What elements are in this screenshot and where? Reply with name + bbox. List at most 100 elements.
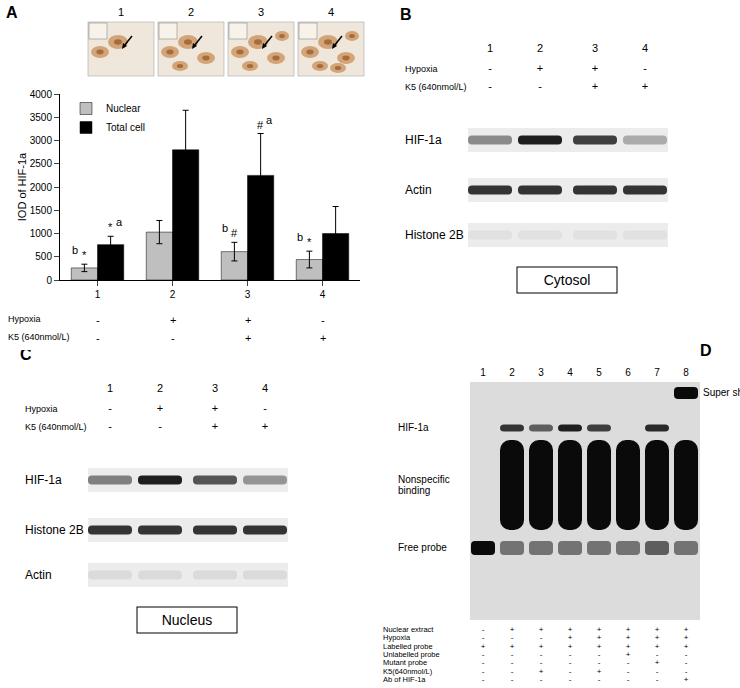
svg-text:Cytosol: Cytosol [544,272,591,288]
svg-text:Nucleus: Nucleus [162,612,213,628]
svg-text:4: 4 [262,382,268,394]
svg-text:-: - [627,675,630,684]
svg-text:+: + [320,332,326,344]
svg-text:HIF-1a: HIF-1a [25,473,62,487]
svg-text:Super shift: Super shift [703,387,740,398]
svg-text:4: 4 [642,42,648,54]
svg-text:1: 1 [487,42,493,54]
svg-text:3: 3 [538,367,544,378]
svg-text:0: 0 [46,275,52,286]
svg-text:2: 2 [188,6,194,18]
svg-text:1000: 1000 [30,228,53,239]
svg-text:#: # [257,119,264,131]
svg-text:3000: 3000 [30,135,53,146]
svg-text:b: b [222,222,228,234]
svg-text:+: + [212,420,218,432]
svg-text:-: - [488,80,492,92]
svg-text:3: 3 [245,289,251,300]
svg-text:2: 2 [170,289,176,300]
svg-text:2500: 2500 [30,158,53,169]
svg-text:1500: 1500 [30,205,53,216]
svg-text:C: C [20,346,32,363]
svg-text:K5 (640nmol/L): K5 (640nmol/L) [405,82,467,92]
svg-text:+: + [642,80,648,92]
svg-text:-: - [488,62,492,74]
svg-text:-: - [656,675,659,684]
svg-text:Actin: Actin [405,183,432,197]
svg-text:binding: binding [398,485,430,496]
svg-text:+: + [684,675,689,684]
svg-text:4: 4 [320,289,326,300]
svg-text:-: - [108,402,112,414]
svg-text:b: b [297,231,303,243]
svg-text:2: 2 [157,382,163,394]
svg-text:K5 (640nmol/L): K5 (640nmol/L) [8,332,70,342]
svg-text:-: - [511,675,514,684]
svg-text:-: - [171,332,175,344]
svg-text:-: - [108,420,112,432]
svg-text:-: - [598,675,601,684]
svg-text:b: b [72,244,78,256]
svg-text:500: 500 [35,251,52,262]
svg-text:*: * [82,249,87,261]
svg-text:7: 7 [654,367,660,378]
svg-text:4000: 4000 [30,89,53,100]
svg-text:2000: 2000 [30,182,53,193]
svg-text:-: - [538,80,542,92]
svg-text:+: + [245,314,251,326]
svg-text:-: - [321,314,325,326]
svg-text:2: 2 [509,367,515,378]
svg-text:Actin: Actin [25,568,52,582]
svg-text:Ab of HIF-1a: Ab of HIF-1a [383,675,426,684]
svg-text:B: B [400,6,412,23]
svg-text:+: + [262,420,268,432]
svg-text:4: 4 [328,6,334,18]
svg-text:Nuclear: Nuclear [106,103,141,114]
svg-text:2: 2 [537,42,543,54]
svg-text:+: + [157,402,163,414]
svg-text:-: - [96,332,100,344]
svg-text:Hypoxia: Hypoxia [8,314,41,324]
svg-text:K5 (640nmol/L): K5 (640nmol/L) [25,422,87,432]
svg-text:Histone 2B: Histone 2B [25,523,84,537]
svg-text:+: + [170,314,176,326]
svg-text:*: * [108,221,113,233]
svg-text:1: 1 [95,289,101,300]
svg-text:1: 1 [480,367,486,378]
svg-text:Hypoxia: Hypoxia [25,404,58,414]
svg-text:-: - [263,402,267,414]
svg-text:Total cell: Total cell [106,122,145,133]
svg-text:A: A [6,4,18,21]
svg-text:3: 3 [258,6,264,18]
svg-text:1: 1 [118,6,124,18]
svg-text:3: 3 [592,42,598,54]
svg-text:Histone 2B: Histone 2B [405,228,464,242]
svg-text:3500: 3500 [30,112,53,123]
svg-text:+: + [592,62,598,74]
svg-text:HIF-1a: HIF-1a [398,422,429,433]
svg-text:-: - [540,675,543,684]
svg-text:IOD of HIF-1a: IOD of HIF-1a [16,152,28,221]
svg-text:-: - [158,420,162,432]
svg-text:+: + [537,62,543,74]
svg-text:#: # [231,227,238,239]
svg-text:D: D [700,342,712,359]
svg-text:*: * [307,236,312,248]
svg-text:+: + [212,402,218,414]
svg-text:6: 6 [625,367,631,378]
svg-text:3: 3 [212,382,218,394]
svg-text:-: - [643,62,647,74]
svg-text:+: + [592,80,598,92]
svg-text:1: 1 [107,382,113,394]
svg-text:HIF-1a: HIF-1a [405,133,442,147]
svg-text:Free probe: Free probe [398,542,447,553]
svg-text:-: - [569,675,572,684]
svg-text:8: 8 [683,367,689,378]
svg-text:5: 5 [596,367,602,378]
svg-text:a: a [116,216,123,228]
svg-text:-: - [482,675,485,684]
svg-text:Hypoxia: Hypoxia [405,64,438,74]
svg-text:+: + [245,332,251,344]
svg-text:4: 4 [567,367,573,378]
svg-text:a: a [266,114,273,126]
